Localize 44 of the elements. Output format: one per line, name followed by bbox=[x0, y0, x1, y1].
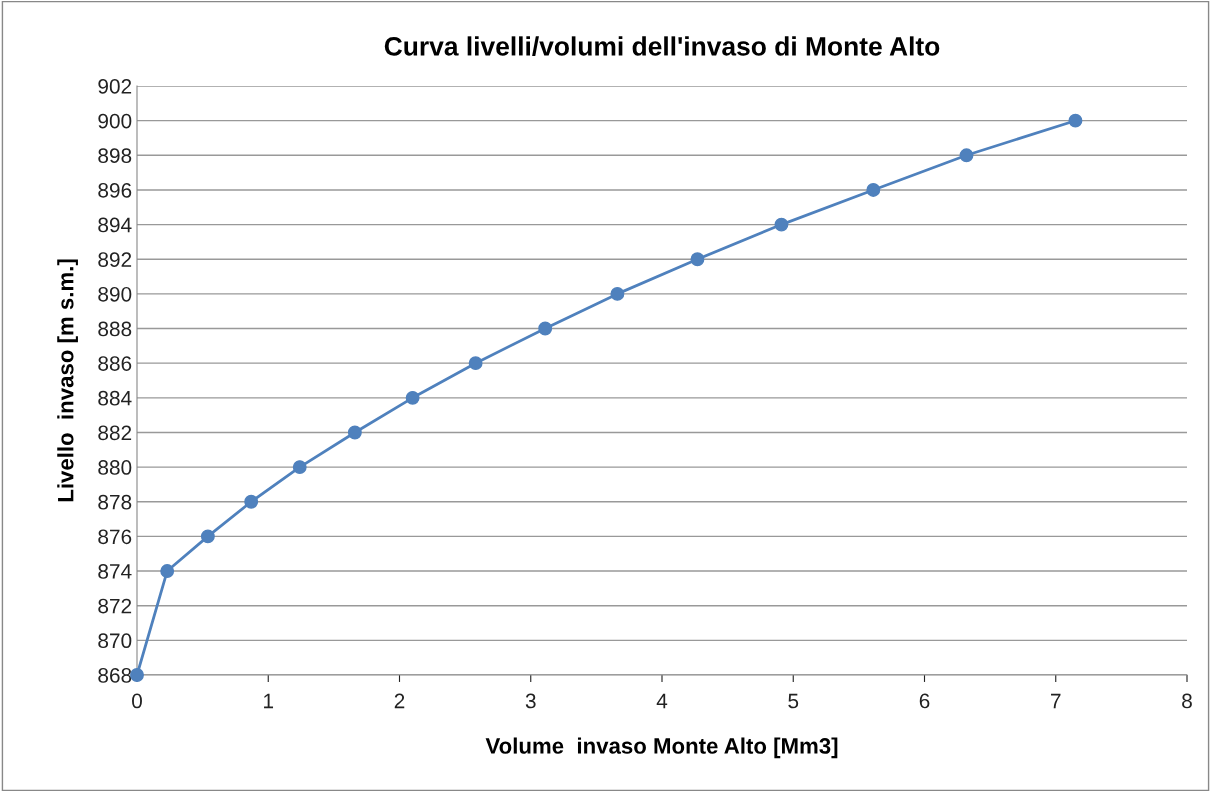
y-tick-label: 894 bbox=[98, 217, 132, 233]
point bbox=[690, 252, 705, 267]
x-tick-label: 3 bbox=[525, 693, 536, 709]
y-tick-label: 882 bbox=[98, 425, 132, 441]
point bbox=[468, 356, 483, 371]
y-tick-label: 886 bbox=[98, 356, 132, 371]
x-tick-label: 0 bbox=[132, 693, 142, 709]
y-tick-label: 872 bbox=[98, 598, 132, 614]
x-tick-label: 2 bbox=[394, 693, 405, 709]
point bbox=[292, 460, 307, 475]
x-tick-label: 7 bbox=[1051, 693, 1061, 709]
point bbox=[200, 529, 215, 544]
chart-title: Curva livelli/volumi dell'invaso di Monte Alto bbox=[384, 36, 940, 56]
point bbox=[405, 390, 420, 405]
y-tick-label: 880 bbox=[98, 460, 132, 475]
y-tick-label: 902 bbox=[98, 79, 132, 94]
y-tick-label: 884 bbox=[98, 390, 132, 406]
point bbox=[866, 182, 881, 197]
y-tick-label: 876 bbox=[98, 529, 132, 545]
x-axis-title: Volume invaso Monte Alto [Mm3] bbox=[485, 737, 838, 759]
y-tick-label: 868 bbox=[98, 668, 132, 683]
y-tick-label: 870 bbox=[98, 633, 132, 649]
x-tick-label: 6 bbox=[919, 693, 930, 709]
point bbox=[959, 148, 974, 163]
point bbox=[347, 425, 362, 440]
y-tick-label: 896 bbox=[98, 182, 132, 198]
y-tick-label: 890 bbox=[98, 286, 132, 302]
point bbox=[1068, 113, 1083, 128]
point bbox=[160, 564, 175, 579]
x-tick-label: 1 bbox=[264, 693, 274, 709]
y-axis-title: Livello invaso [m s.m.] bbox=[57, 259, 78, 502]
y-tick-label: 874 bbox=[98, 564, 132, 579]
point bbox=[610, 286, 625, 301]
y-tick-label: 888 bbox=[98, 321, 132, 337]
x-tick-label: 5 bbox=[788, 693, 799, 709]
point bbox=[244, 494, 259, 509]
x-tick-label: 4 bbox=[656, 693, 668, 709]
y-tick-label: 878 bbox=[98, 494, 132, 510]
y-tick-label: 892 bbox=[98, 252, 132, 267]
point bbox=[774, 217, 789, 232]
x-tick-label: 8 bbox=[1182, 693, 1192, 709]
point bbox=[538, 321, 553, 336]
y-tick-label: 900 bbox=[98, 113, 132, 129]
y-tick-label: 898 bbox=[98, 148, 132, 164]
